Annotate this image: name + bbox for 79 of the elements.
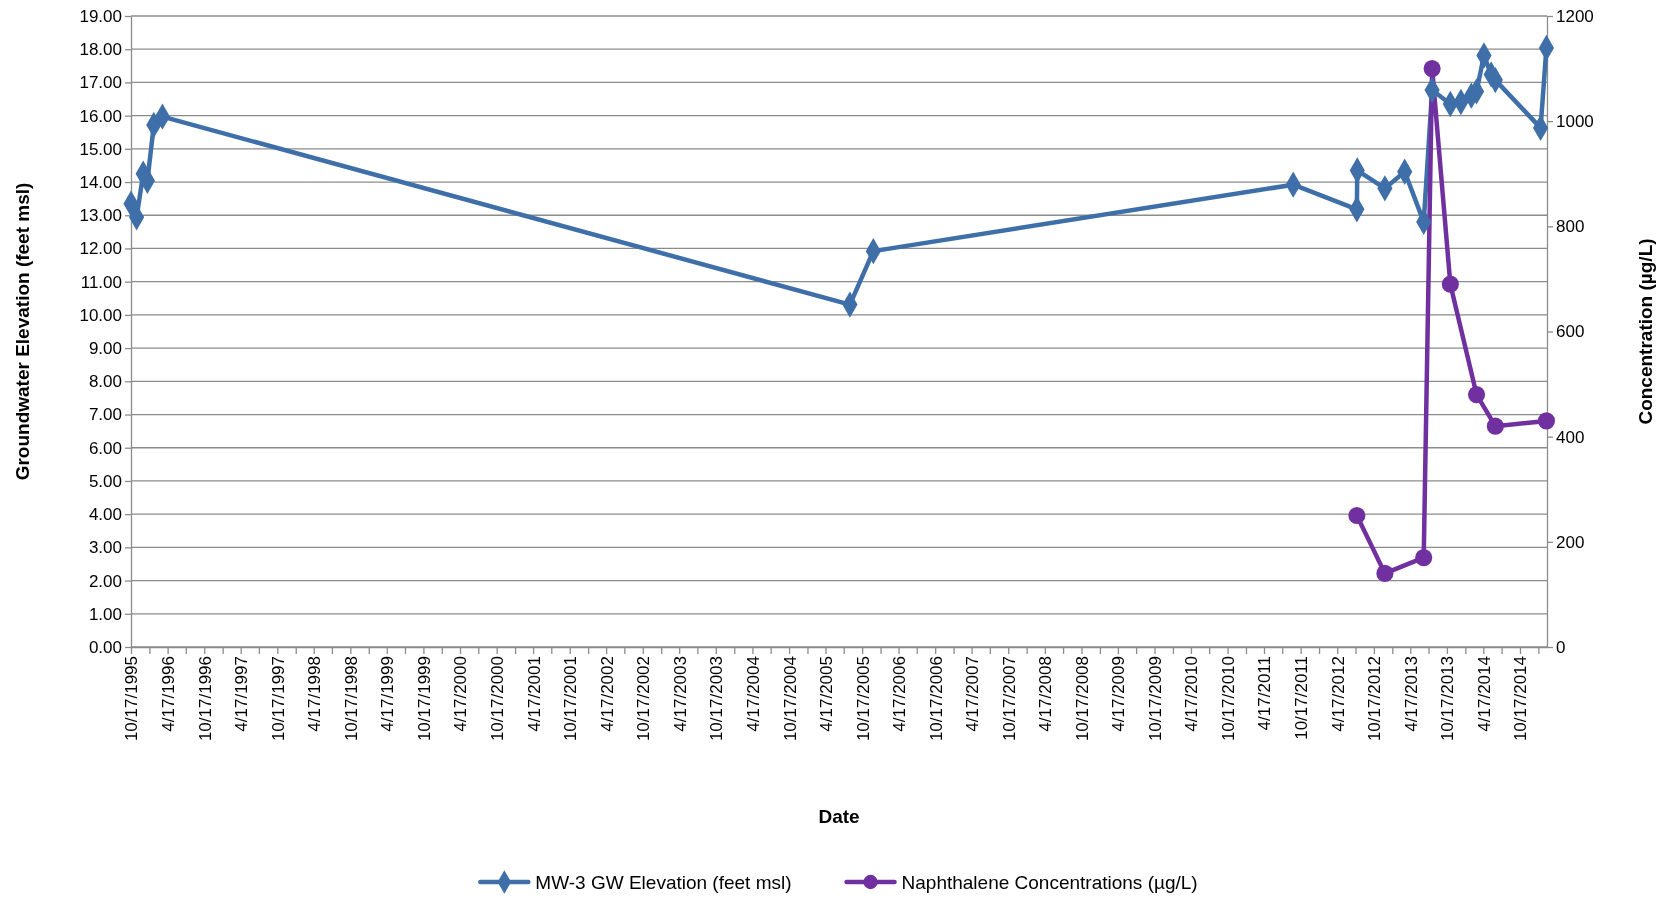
y-tick-label: 6.00	[88, 438, 122, 458]
x-axis-title: Date	[818, 806, 860, 827]
y2-tick-label: 200	[1556, 532, 1585, 552]
x-tick-label: 10/17/2007	[999, 656, 1019, 742]
y-tick-label: 10.00	[79, 305, 122, 325]
y-tick-label: 11.00	[80, 272, 122, 292]
x-tick-label: 10/17/2014	[1511, 656, 1531, 742]
x-tick-label: 4/17/2006	[889, 656, 909, 732]
x-tick-label: 4/17/2007	[963, 656, 983, 732]
y2-tick-label: 0	[1556, 637, 1566, 657]
y-tick-label: 16.00	[79, 106, 122, 126]
x-tick-label: 10/17/2012	[1365, 656, 1385, 742]
y-tick-label: 5.00	[88, 471, 122, 491]
y-tick-label: 12.00	[79, 239, 122, 259]
x-tick-label: 10/17/2009	[1145, 656, 1165, 742]
x-tick-label: 4/17/2005	[816, 656, 836, 732]
x-tick-label: 10/17/1996	[195, 656, 215, 742]
x-tick-label: 10/17/1999	[414, 656, 434, 742]
x-tick-label: 4/17/1996	[159, 656, 179, 732]
y2-axis-title: Concentration (µg/L)	[1635, 238, 1656, 425]
x-tick-label: 4/17/2004	[743, 656, 763, 732]
x-tick-label: 10/17/2002	[634, 656, 654, 742]
point	[1348, 507, 1366, 525]
y-tick-label: 17.00	[79, 73, 122, 93]
y-axis-title: Groundwater Elevation (feet msl)	[12, 182, 33, 481]
x-tick-label: 4/17/2003	[670, 656, 690, 732]
x-tick-label: 10/17/1995	[122, 656, 142, 742]
x-tick-label: 10/17/2011	[1292, 656, 1312, 740]
x-tick-label: 10/17/2003	[707, 656, 727, 742]
x-tick-label: 4/17/2013	[1401, 656, 1421, 732]
y-tick-label: 4.00	[88, 505, 122, 525]
point	[1486, 417, 1504, 435]
x-tick-label: 4/17/1999	[378, 656, 398, 732]
y-tick-label: 1.00	[88, 604, 122, 624]
x-tick-label: 4/17/2014	[1474, 656, 1494, 732]
point	[1467, 386, 1486, 404]
y-tick-label: 2.00	[88, 571, 122, 591]
y-tick-label: 8.00	[88, 372, 122, 392]
y2-tick-label: 600	[1556, 322, 1585, 342]
y-tick-label: 9.00	[88, 339, 122, 359]
y-tick-label: 15.00	[79, 139, 122, 159]
y-tick-label: 0.00	[88, 637, 122, 657]
legend-label: MW-3 GW Elevation (feet msl)	[535, 871, 792, 893]
x-tick-label: 10/17/2001	[561, 656, 581, 742]
x-tick-label: 4/17/2008	[1036, 656, 1056, 732]
x-tick-label: 10/17/2010	[1219, 656, 1239, 742]
x-tick-label: 4/17/2012	[1328, 656, 1348, 732]
point	[1415, 549, 1433, 567]
x-tick-label: 4/17/2011	[1255, 656, 1275, 731]
x-tick-label: 4/17/2010	[1182, 656, 1202, 732]
y-tick-label: 3.00	[88, 538, 122, 558]
x-tick-label: 10/17/1997	[268, 656, 288, 742]
x-tick-label: 10/17/2005	[853, 656, 873, 742]
x-tick-label: 10/17/2008	[1072, 656, 1092, 742]
y-tick-label: 7.00	[88, 405, 122, 425]
point	[1441, 275, 1459, 293]
x-tick-label: 4/17/2002	[597, 656, 617, 732]
x-tick-label: 10/17/2006	[926, 656, 946, 742]
x-tick-label: 4/17/1998	[305, 656, 325, 732]
y2-tick-label: 1200	[1556, 6, 1594, 26]
x-tick-label: 4/17/2001	[524, 656, 544, 732]
legend-label: Naphthalene Concentrations (µg/L)	[901, 871, 1198, 893]
y-tick-label: 19.00	[79, 6, 122, 26]
y2-tick-label: 800	[1556, 217, 1585, 237]
x-tick-label: 10/17/1998	[341, 656, 361, 742]
x-tick-label: 10/17/2013	[1438, 656, 1458, 742]
y2-tick-label: 1000	[1556, 112, 1594, 132]
y-tick-label: 13.00	[79, 206, 122, 226]
x-tick-label: 10/17/2004	[780, 656, 800, 742]
y-tick-label: 14.00	[79, 172, 122, 192]
x-tick-label: 4/17/2009	[1109, 656, 1129, 732]
x-tick-label: 10/17/2000	[488, 656, 508, 742]
x-tick-label: 4/17/1997	[232, 656, 252, 732]
y-tick-label: 18.00	[79, 40, 122, 60]
point	[1376, 564, 1394, 582]
point	[1537, 412, 1555, 430]
point	[1423, 60, 1441, 78]
y2-tick-label: 400	[1556, 427, 1585, 447]
x-tick-label: 4/17/2000	[451, 656, 471, 732]
